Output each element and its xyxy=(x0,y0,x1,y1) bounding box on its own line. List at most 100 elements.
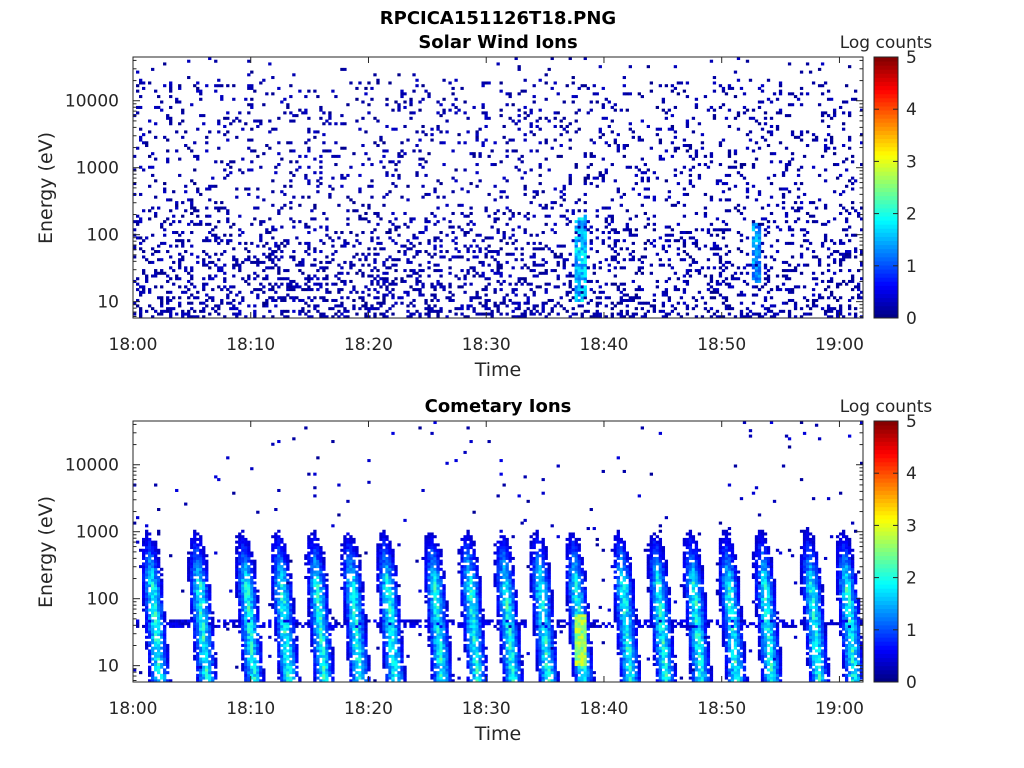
spectrogram-cell xyxy=(544,141,548,145)
spectrogram-cell xyxy=(226,288,230,292)
spectrogram-cell xyxy=(478,274,482,278)
spectrogram-cell xyxy=(238,614,242,618)
spectrogram-cell xyxy=(319,154,323,158)
spectrogram-cell xyxy=(178,239,182,243)
spectrogram-cell xyxy=(757,266,762,270)
spectrogram-cell xyxy=(421,97,425,101)
spectrogram-cell xyxy=(814,206,819,210)
colorbar-segment xyxy=(874,101,898,107)
spectrogram-cell xyxy=(247,543,251,547)
spectrogram-cell xyxy=(673,239,678,243)
spectrogram-cell xyxy=(247,641,251,645)
spectrogram-cell xyxy=(286,241,290,245)
spectrogram-cell xyxy=(493,304,497,308)
spectrogram-cell xyxy=(682,241,687,245)
spectrogram-cell xyxy=(550,309,554,313)
spectrogram-cell xyxy=(193,309,197,313)
spectrogram-cell xyxy=(574,95,578,99)
spectrogram-cell xyxy=(280,157,284,161)
spectrogram-cell xyxy=(652,244,657,248)
spectrogram-cell xyxy=(274,584,278,588)
spectrogram-cell xyxy=(340,266,344,270)
spectrogram-cell xyxy=(595,184,599,188)
spectrogram-cell xyxy=(763,277,768,281)
spectrogram-cell xyxy=(376,252,380,256)
colorbar-segment xyxy=(874,122,898,127)
spectrogram-cell xyxy=(661,247,666,251)
spectrogram-cell xyxy=(745,312,750,316)
spectrogram-cell xyxy=(136,622,140,626)
spectrogram-cell xyxy=(136,84,140,88)
spectrogram-cell xyxy=(433,263,437,267)
spectrogram-cell xyxy=(613,239,617,243)
spectrogram-cell xyxy=(475,312,479,316)
spectrogram-cell xyxy=(247,255,251,259)
spectrogram-cell xyxy=(196,622,200,626)
spectrogram-cell xyxy=(790,228,795,232)
spectrogram-cell xyxy=(283,570,287,574)
spectrogram-cell xyxy=(208,130,212,134)
spectrogram-cell xyxy=(856,285,861,289)
spectrogram-cell xyxy=(820,154,825,158)
spectrogram-cell xyxy=(817,173,822,177)
spectrogram-cell xyxy=(370,86,374,90)
spectrogram-cell xyxy=(655,285,660,289)
spectrogram-cell xyxy=(412,149,416,153)
spectrogram-cell xyxy=(250,652,254,656)
spectrogram-cell xyxy=(193,649,197,653)
spectrogram-cell xyxy=(151,595,155,599)
spectrogram-cell xyxy=(244,546,248,550)
spectrogram-cell xyxy=(292,654,296,658)
spectrogram-cell xyxy=(391,288,395,292)
spectrogram-cell xyxy=(211,611,215,615)
spectrogram-cell xyxy=(637,296,641,300)
spectrogram-cell xyxy=(757,228,762,232)
spectrogram-cell xyxy=(583,255,587,259)
spectrogram-cell xyxy=(148,622,152,626)
spectrogram-cell xyxy=(286,105,290,109)
spectrogram-cell xyxy=(292,622,296,626)
spectrogram-cell xyxy=(442,97,446,101)
spectrogram-cell xyxy=(775,124,780,128)
spectrogram-cell xyxy=(586,176,590,180)
spectrogram-cell xyxy=(223,624,227,628)
spectrogram-cell xyxy=(727,149,732,153)
spectrogram-cell xyxy=(286,589,290,593)
spectrogram-cell xyxy=(274,597,278,601)
spectrogram-cell xyxy=(478,154,482,158)
spectrogram-cell xyxy=(241,616,245,620)
spectrogram-cell xyxy=(628,165,632,169)
spectrogram-cell xyxy=(283,111,287,115)
spectrogram-cell xyxy=(607,236,611,240)
spectrogram-cell xyxy=(175,149,179,153)
spectrogram-cell xyxy=(430,298,434,302)
spectrogram-cell xyxy=(676,92,681,96)
spectrogram-cell xyxy=(370,97,374,101)
spectrogram-cell xyxy=(391,279,395,283)
spectrogram-cell xyxy=(346,296,350,300)
spectrogram-cell xyxy=(535,119,539,123)
spectrogram-cell xyxy=(238,608,242,612)
spectrogram-cell xyxy=(607,100,611,104)
spectrogram-cell xyxy=(520,160,524,164)
spectrogram-cell xyxy=(694,228,699,232)
spectrogram-cell xyxy=(535,149,539,153)
spectrogram-cell xyxy=(166,290,170,294)
spectrogram-cell xyxy=(214,239,218,243)
spectrogram-cell xyxy=(670,309,675,313)
spectrogram-cell xyxy=(721,89,726,93)
spectrogram-cell xyxy=(292,309,296,313)
spectrogram-cell xyxy=(757,241,762,245)
spectrogram-cell xyxy=(139,285,143,289)
spectrogram-cell xyxy=(370,307,374,311)
spectrogram-cell xyxy=(229,239,233,243)
spectrogram-cell xyxy=(439,182,443,186)
spectrogram-cell xyxy=(250,635,254,639)
spectrogram-cell xyxy=(283,315,287,319)
spectrogram-cell xyxy=(835,163,840,167)
spectrogram-cell xyxy=(727,124,732,128)
spectrogram-cell xyxy=(580,252,584,256)
spectrogram-cell xyxy=(424,217,428,221)
spectrogram-cell xyxy=(163,646,167,650)
spectrogram-cell xyxy=(283,630,287,634)
